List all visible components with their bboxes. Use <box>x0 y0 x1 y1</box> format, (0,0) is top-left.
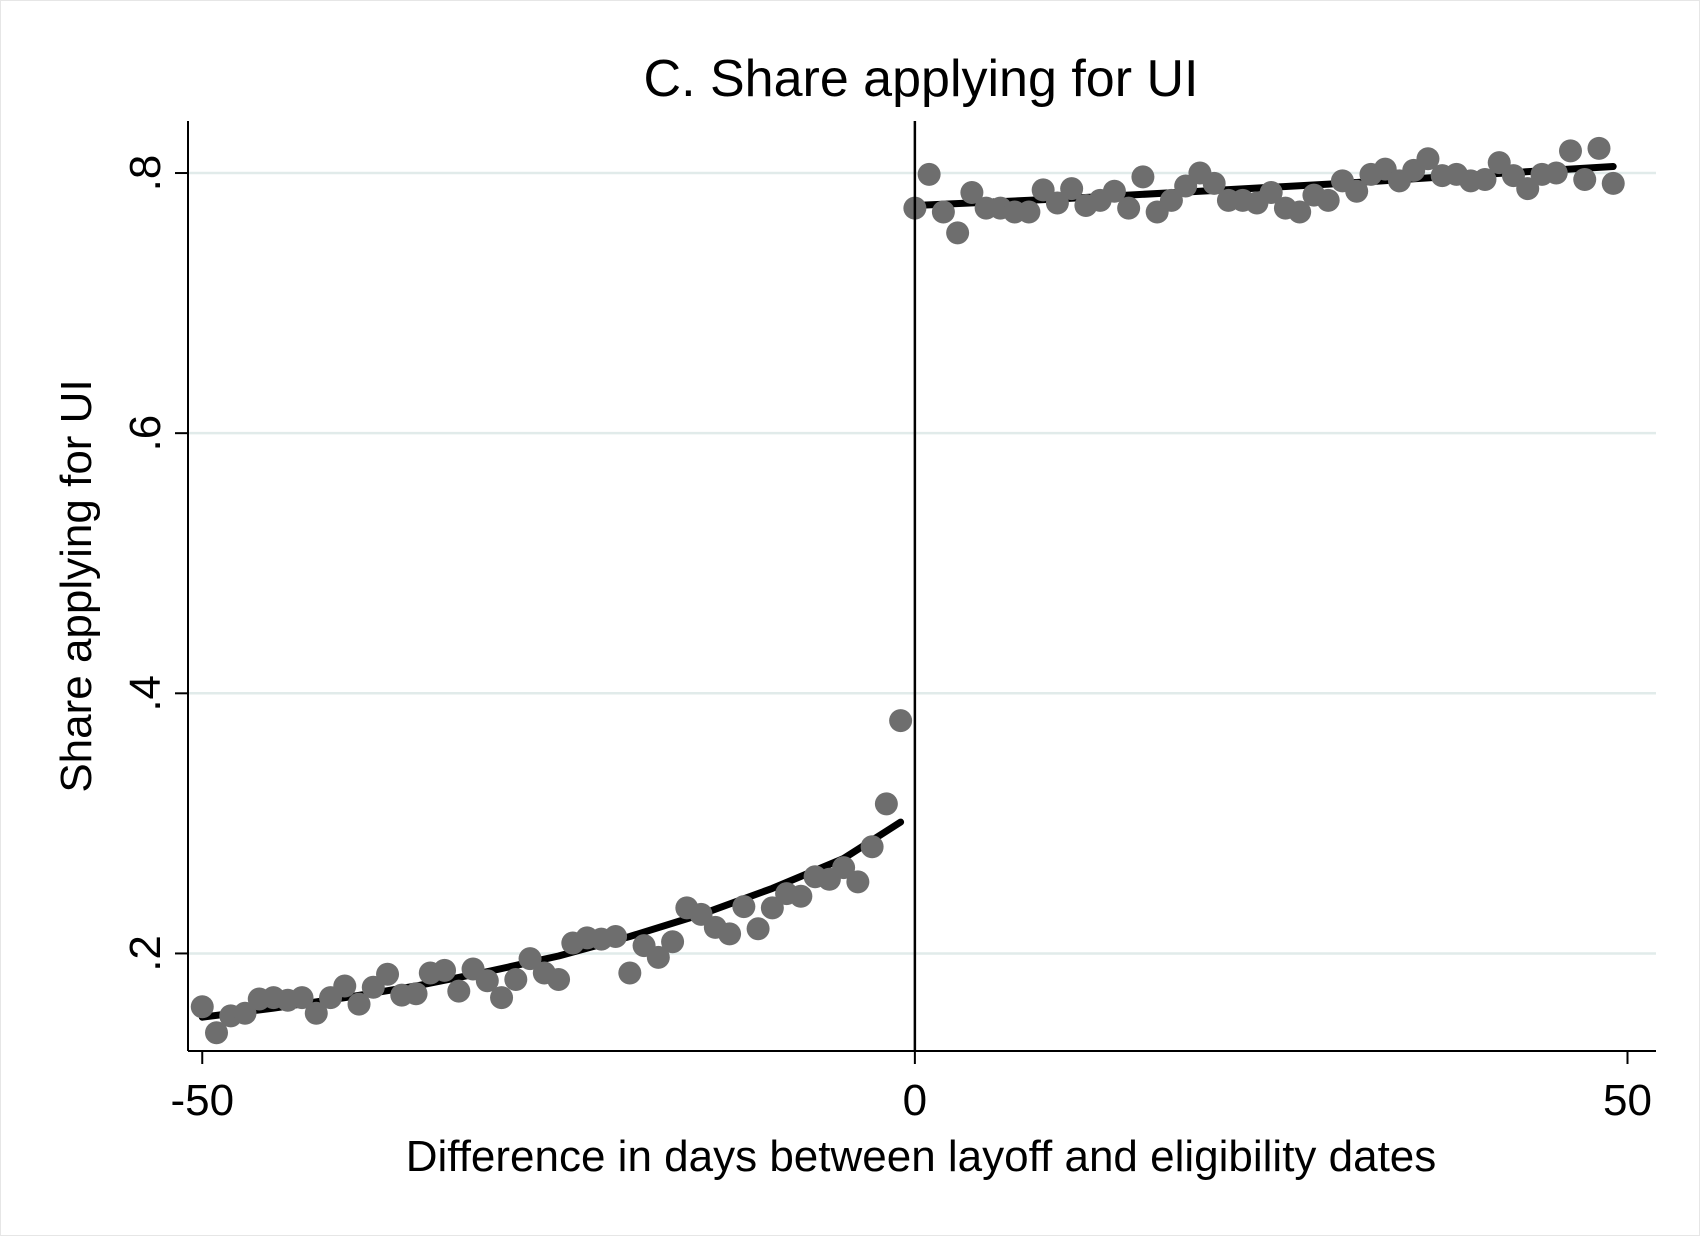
data-point-46 <box>846 870 870 894</box>
y-tick-label-1: .4 <box>121 675 170 712</box>
data-point-66 <box>1131 165 1155 189</box>
x-axis-title: Difference in days between layoff and el… <box>406 1132 1437 1181</box>
data-point-61 <box>1060 177 1084 201</box>
data-point-68 <box>1159 188 1183 212</box>
y-tick-label-0: .2 <box>121 935 170 972</box>
data-point-79 <box>1316 188 1340 212</box>
data-point-33 <box>661 930 685 954</box>
data-point-71 <box>1202 171 1226 195</box>
data-point-25 <box>547 967 571 991</box>
data-point-40 <box>760 896 784 920</box>
data-point-81 <box>1345 179 1369 203</box>
data-point-29 <box>604 925 628 949</box>
y-axis-title: Share applying for UI <box>52 379 101 792</box>
chart-title: C. Share applying for UI <box>644 50 1199 108</box>
data-point-64 <box>1102 179 1126 203</box>
data-point-22 <box>504 967 528 991</box>
data-point-20 <box>475 969 499 993</box>
data-point-17 <box>433 958 457 982</box>
data-point-98 <box>1587 136 1611 160</box>
data-point-21 <box>490 986 514 1010</box>
data-point-45 <box>832 856 856 880</box>
data-point-7 <box>290 986 314 1010</box>
data-point-60 <box>1045 191 1069 215</box>
data-point-8 <box>304 1001 328 1025</box>
data-point-39 <box>746 917 770 941</box>
data-point-11 <box>347 992 371 1016</box>
data-point-49 <box>889 709 913 733</box>
grid-lines <box>188 171 1656 955</box>
data-point-3 <box>233 1001 257 1025</box>
data-point-97 <box>1573 168 1597 192</box>
data-point-23 <box>518 947 542 971</box>
data-point-93 <box>1516 177 1540 201</box>
x-tick-label-1: 0 <box>903 1076 927 1125</box>
data-point-96 <box>1558 139 1582 163</box>
data-point-15 <box>404 982 428 1006</box>
data-point-32 <box>646 945 670 969</box>
data-point-51 <box>917 162 941 186</box>
data-point-52 <box>931 200 955 224</box>
data-point-30 <box>618 961 642 985</box>
y-tick-label-3: .8 <box>121 155 170 192</box>
data-point-86 <box>1416 147 1440 171</box>
data-point-38 <box>732 895 756 919</box>
data-point-48 <box>874 792 898 816</box>
data-point-0 <box>190 995 214 1019</box>
tick-marks: -50 0 50 .2 .4 .6 .8 <box>121 155 1652 1125</box>
axes <box>187 121 1656 1052</box>
data-point-47 <box>860 835 884 859</box>
data-point-99 <box>1601 171 1625 195</box>
data-point-1 <box>205 1021 229 1045</box>
data-point-42 <box>789 884 813 908</box>
data-point-58 <box>1017 200 1041 224</box>
data-points <box>190 136 1625 1045</box>
data-point-90 <box>1473 168 1497 192</box>
data-point-10 <box>333 974 357 998</box>
data-point-95 <box>1544 161 1568 185</box>
data-point-53 <box>946 221 970 245</box>
data-point-77 <box>1288 200 1312 224</box>
data-point-37 <box>718 922 742 946</box>
data-point-18 <box>447 979 471 1003</box>
x-tick-label-0: -50 <box>170 1076 234 1125</box>
x-tick-label-2: 50 <box>1603 1076 1652 1125</box>
fit-lines <box>198 163 1617 1021</box>
data-point-54 <box>960 181 984 205</box>
data-point-65 <box>1117 196 1141 220</box>
data-point-75 <box>1259 181 1283 205</box>
y-tick-label-2: .6 <box>121 415 170 452</box>
data-point-13 <box>376 962 400 986</box>
